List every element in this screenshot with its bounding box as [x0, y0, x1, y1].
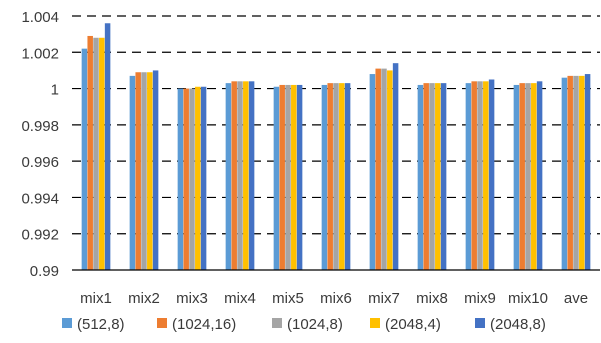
- bar-mix3-series-3: [195, 86, 201, 270]
- x-tick-label: mix8: [416, 290, 448, 307]
- bar-mix6-series-3: [339, 83, 345, 270]
- legend-swatch: [157, 318, 167, 328]
- x-tick-label: mix4: [224, 290, 256, 307]
- legend-label: (512,8): [77, 316, 125, 333]
- bar-mix9-series-3: [483, 81, 489, 270]
- bar-ave-series-3: [579, 75, 585, 270]
- legend-swatch: [62, 318, 72, 328]
- bar-mix5-series-3: [291, 84, 297, 270]
- bar-mix5-series-4: [296, 84, 303, 270]
- bar-mix7-series-4: [392, 63, 399, 270]
- legend-label: (1024,16): [172, 316, 236, 333]
- bar-mix2-series-4: [152, 70, 159, 270]
- bar-mix9-series-2: [477, 81, 483, 270]
- bar-mix1-series-0: [81, 48, 88, 271]
- bar-mix3-series-2: [189, 88, 195, 270]
- bar-mix7-series-1: [375, 68, 381, 270]
- bar-mix2-series-1: [135, 72, 141, 270]
- bar-mix2-series-3: [147, 72, 153, 270]
- bar-mix6-series-0: [321, 84, 328, 270]
- bar-mix1-series-2: [93, 37, 99, 271]
- bar-mix4-series-1: [231, 81, 237, 270]
- bar-mix3-series-4: [200, 86, 207, 270]
- legend-label: (2048,4): [385, 316, 441, 333]
- bar-mix4-series-3: [243, 81, 249, 270]
- bar-mix6-series-4: [344, 83, 351, 270]
- bar-mix10-series-3: [531, 83, 537, 270]
- bar-mix9-series-1: [471, 81, 477, 270]
- y-tick-label: 0.992: [21, 227, 59, 244]
- bar-ave-series-0: [561, 77, 568, 270]
- bar-mix2-series-0: [129, 75, 136, 270]
- legend-label: (1024,8): [287, 316, 343, 333]
- y-tick-label: 1.004: [21, 9, 59, 26]
- x-tick-label: mix1: [80, 290, 112, 307]
- bar-mix5-series-1: [279, 84, 285, 270]
- bar-mix10-series-1: [519, 83, 525, 270]
- bar-mix6-series-1: [327, 83, 333, 270]
- bar-mix8-series-2: [429, 83, 435, 270]
- bar-mix9-series-4: [488, 79, 495, 270]
- x-tick-label: mix5: [272, 290, 304, 307]
- bars: [81, 23, 591, 271]
- bar-mix4-series-0: [225, 83, 232, 270]
- x-tick-label: mix3: [176, 290, 208, 307]
- y-tick-label: 0.99: [30, 263, 59, 280]
- bar-mix8-series-0: [417, 84, 424, 270]
- y-axis-ticks: 0.99 0.992 0.994 0.996 0.998 1 1.002 1.004: [21, 9, 59, 280]
- bar-mix10-series-2: [525, 83, 531, 270]
- bar-mix1-series-1: [87, 35, 93, 271]
- bar-ave-series-4: [584, 74, 591, 270]
- y-tick-label: 1: [51, 82, 59, 99]
- bar-mix8-series-1: [423, 83, 429, 270]
- bar-mix7-series-3: [387, 70, 393, 270]
- legend-swatch: [370, 318, 380, 328]
- x-axis-ticks: mix1 mix2 mix3 mix4 mix5 mix6 mix7 mix8 mix9 mix1…: [80, 290, 588, 307]
- bar-mix7-series-2: [381, 68, 387, 270]
- bar-mix8-series-3: [435, 83, 441, 270]
- y-tick-label: 0.998: [21, 118, 59, 135]
- bar-mix6-series-2: [333, 83, 339, 270]
- legend-label: (2048,8): [490, 316, 546, 333]
- bar-mix3-series-1: [183, 88, 189, 270]
- x-tick-label: mix10: [508, 290, 548, 307]
- bar-mix10-series-4: [536, 81, 543, 270]
- bar-mix1-series-3: [99, 37, 105, 271]
- bar-mix2-series-2: [141, 72, 147, 270]
- bar-ave-series-2: [573, 75, 579, 270]
- legend-swatch: [475, 318, 485, 328]
- bar-mix4-series-2: [237, 81, 243, 270]
- bar-mix9-series-0: [465, 83, 472, 270]
- y-tick-label: 0.996: [21, 154, 59, 171]
- legend: (512,8) (1024,16) (1024,8) (2048,4) (2048,8): [62, 316, 546, 333]
- bar-mix7-series-0: [369, 74, 376, 270]
- x-tick-label: mix9: [464, 290, 496, 307]
- y-tick-label: 0.994: [21, 190, 59, 207]
- y-tick-label: 1.002: [21, 45, 59, 62]
- bar-ave-series-1: [567, 75, 573, 270]
- bar-mix5-series-2: [285, 84, 291, 270]
- x-tick-label: ave: [564, 290, 588, 307]
- x-tick-label: mix6: [320, 290, 352, 307]
- bar-mix1-series-4: [104, 23, 111, 271]
- bar-mix4-series-4: [248, 81, 255, 270]
- x-tick-label: mix7: [368, 290, 400, 307]
- bar-mix5-series-0: [273, 86, 280, 270]
- legend-swatch: [272, 318, 282, 328]
- bar-mix10-series-0: [513, 84, 520, 270]
- bar-mix3-series-0: [177, 88, 184, 270]
- x-tick-label: mix2: [128, 290, 160, 307]
- bar-mix8-series-4: [440, 83, 447, 270]
